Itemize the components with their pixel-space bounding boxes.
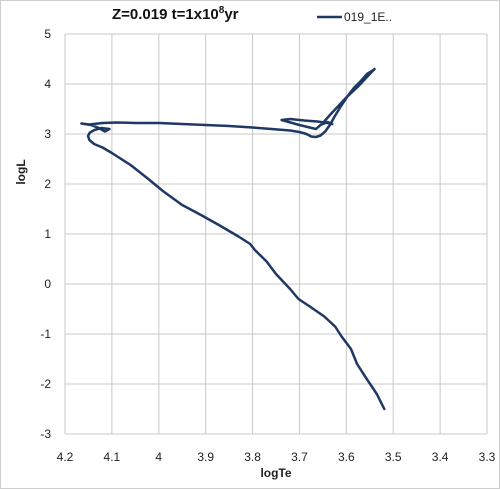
chart-title: Z=0.019 t=1x108yr bbox=[112, 5, 239, 23]
x-tick-label: 3.9 bbox=[197, 450, 214, 464]
grid-layer bbox=[64, 33, 488, 435]
y-tick-label: 1 bbox=[44, 227, 51, 241]
x-tick-label: 3.8 bbox=[244, 450, 261, 464]
x-tick-label: 4 bbox=[155, 450, 162, 464]
y-tick-label: 3 bbox=[44, 127, 51, 141]
x-tick-label: 3.3 bbox=[479, 450, 496, 464]
y-tick-label: 2 bbox=[44, 177, 51, 191]
x-tick-label: 3.5 bbox=[385, 450, 402, 464]
series-line bbox=[80, 67, 386, 411]
legend-label: 019_1E.. bbox=[344, 10, 392, 24]
x-axis-label: logTe bbox=[260, 466, 291, 480]
chart-title-main: Z=0.019 t=1x10 bbox=[112, 6, 219, 23]
x-tick-label: 4.2 bbox=[57, 450, 74, 464]
series-layer bbox=[80, 67, 386, 411]
y-tick-label: -2 bbox=[40, 377, 51, 391]
x-tick-label: 3.6 bbox=[338, 450, 355, 464]
legend: 019_1E.. bbox=[317, 10, 392, 24]
x-tick-label: 4.1 bbox=[104, 450, 121, 464]
y-tick-label: 5 bbox=[44, 27, 51, 41]
axis-layer: 5 4 3 2 1 0 -1 -2 -3 4.2 4.1 4 3.9 3.8 3.7 3.6 3.5 3.4 3.3 bbox=[40, 27, 495, 464]
y-tick-label: 4 bbox=[44, 77, 51, 91]
y-axis-label: logL bbox=[14, 159, 28, 184]
x-tick-label: 3.7 bbox=[291, 450, 308, 464]
chart-title-sup: 8 bbox=[219, 5, 225, 16]
y-tick-label: -3 bbox=[40, 427, 51, 441]
y-tick-label: 0 bbox=[44, 277, 51, 291]
chart-title-tail: yr bbox=[224, 6, 238, 23]
y-tick-label: -1 bbox=[40, 327, 51, 341]
x-tick-label: 3.4 bbox=[432, 450, 449, 464]
